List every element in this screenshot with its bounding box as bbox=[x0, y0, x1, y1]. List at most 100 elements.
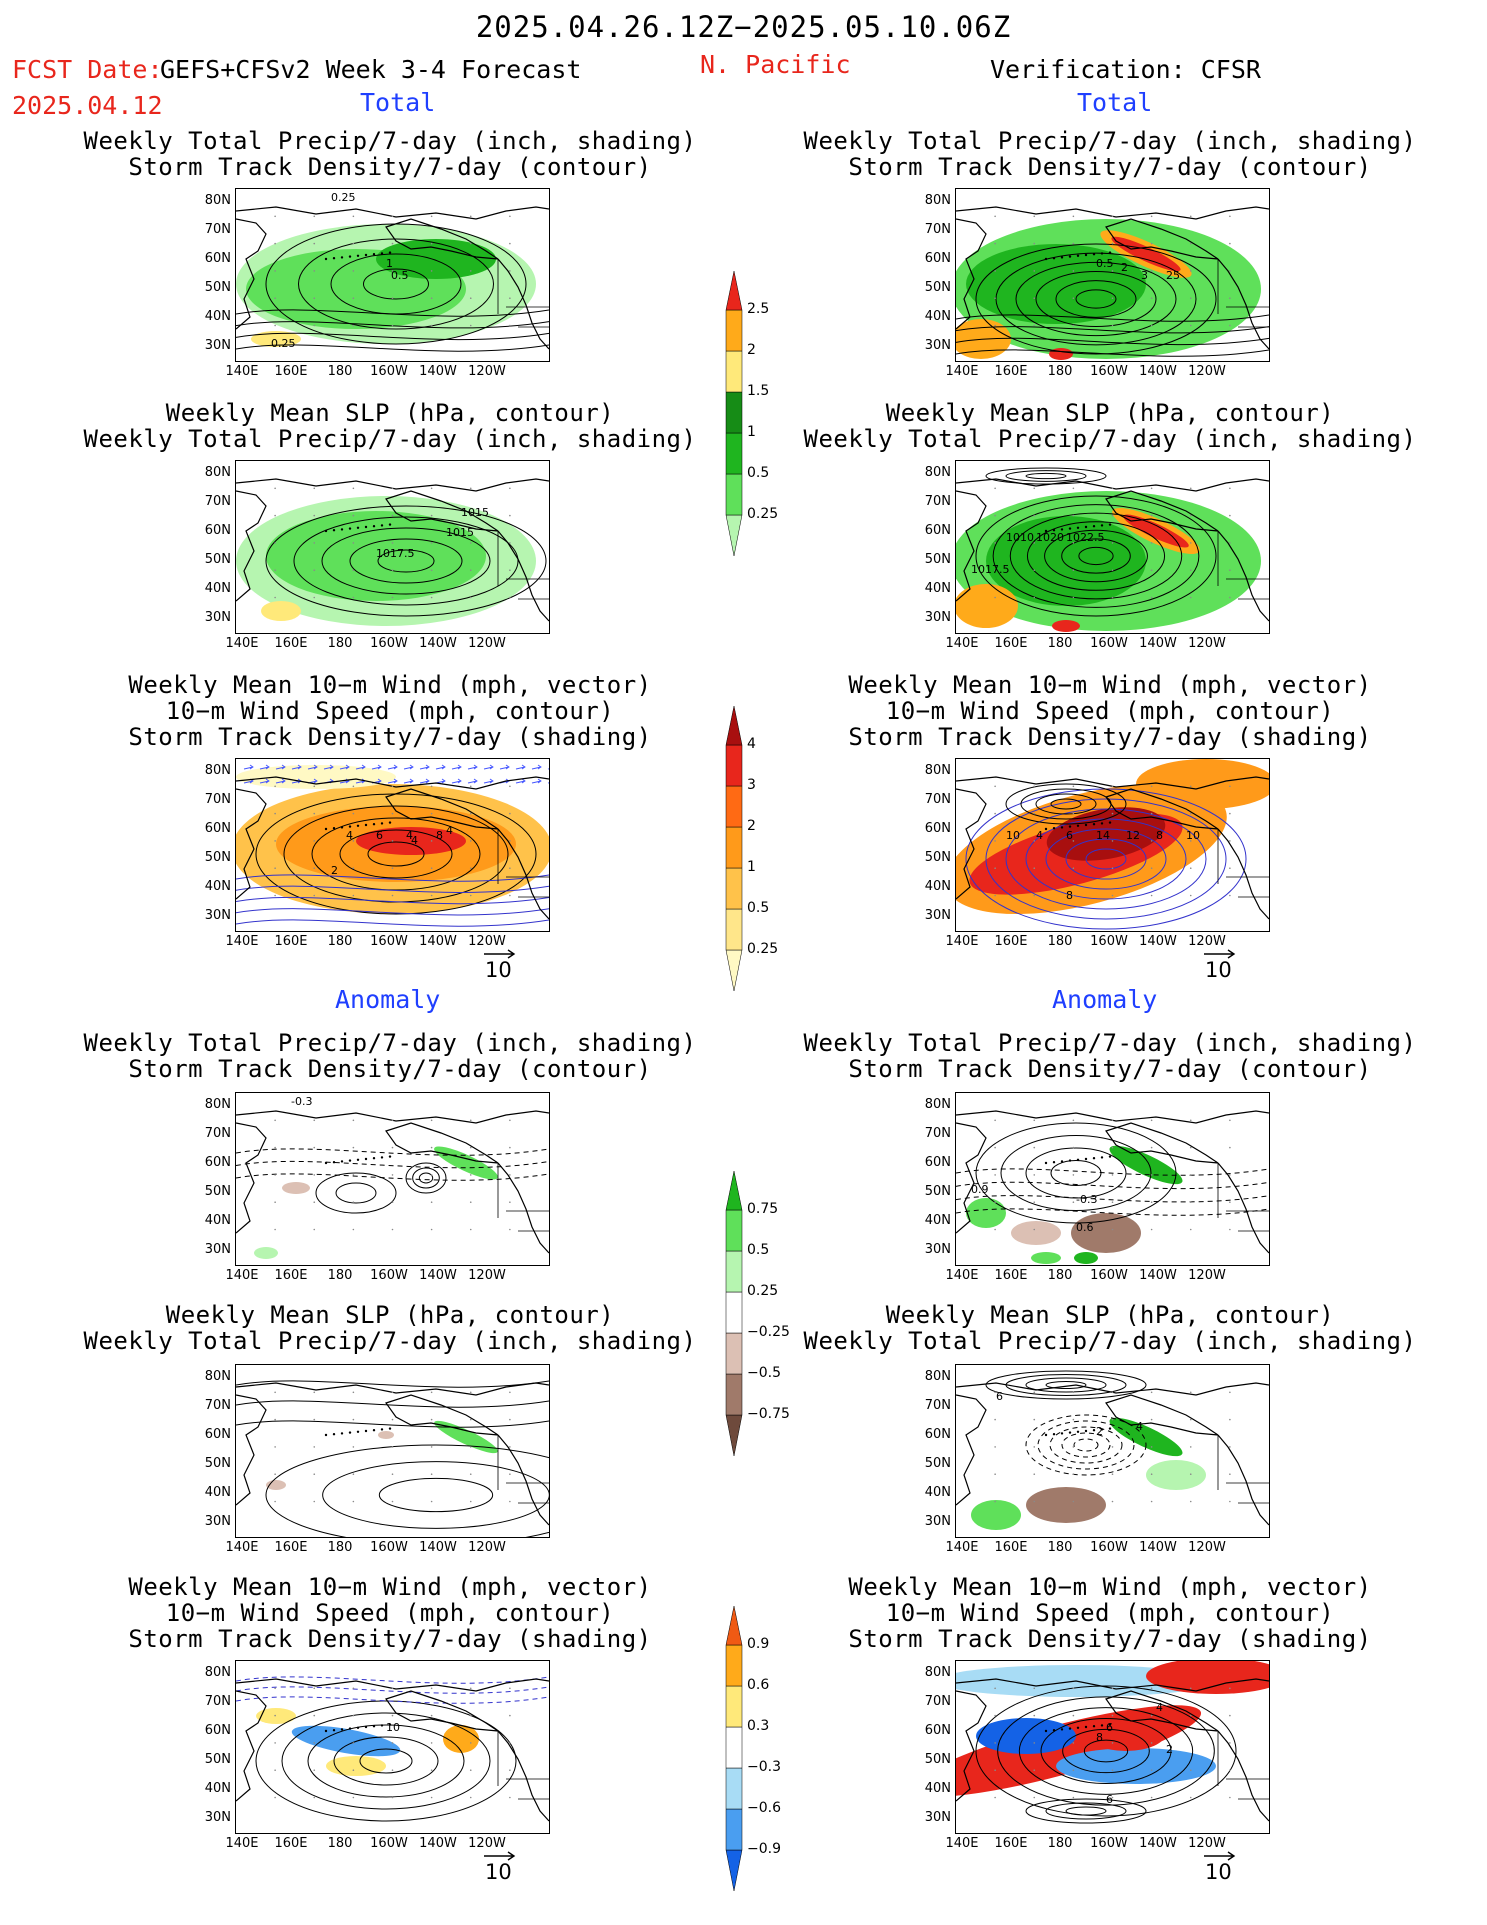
verif-total-wind_storm-map-contour-label: 6 bbox=[1066, 829, 1073, 842]
colorbar-storm_total-swatch bbox=[725, 744, 743, 787]
verif-total-slp_precip-map-contour-label: 1017.5 bbox=[971, 563, 1010, 576]
verif-total-wind_storm-map-lon-label: 160E bbox=[994, 934, 1028, 949]
verif-total-precip_storm-map-field: 23 0.5 25 bbox=[956, 206, 1269, 360]
verif-total-wind_storm-map-lon-label: 160W bbox=[1090, 934, 1128, 949]
verif-anom-slp_precip-map-lon-label: 160W bbox=[1090, 1540, 1128, 1555]
colorbar-storm_anom-swatch bbox=[725, 1849, 743, 1892]
fcst-anom-precip_storm-title-line-2: Storm Track Density/7-day (contour) bbox=[128, 1055, 652, 1083]
colorbar-precip_anom bbox=[725, 1170, 743, 1457]
colorbar-storm_total-label: 0.5 bbox=[747, 900, 770, 916]
verif-anom-slp_precip-map-contour-label: 4 bbox=[1136, 1420, 1143, 1433]
verif-total-slp_precip-map-lat-label: 60N bbox=[924, 523, 951, 538]
verif-anom-precip_storm-map-contour-label: 0.9 bbox=[971, 1183, 989, 1196]
colorbar-storm_anom-swatch bbox=[725, 1644, 743, 1687]
verif-total-precip_storm-map-lon-label: 140W bbox=[1139, 364, 1177, 379]
fcst-anom-wind_storm-map-lat-label: 60N bbox=[204, 1723, 231, 1738]
verif-anom-precip_storm-map-lat-label: 70N bbox=[924, 1126, 951, 1141]
fcst-anom-wind_storm-map-lon-label: 160E bbox=[274, 1836, 308, 1851]
colorbar-precip_total-label: 1 bbox=[747, 424, 756, 440]
period-title: 2025.04.26.12Z−2025.05.10.06Z bbox=[475, 10, 1012, 44]
verif-anom-wind_storm-map-lon-label: 140W bbox=[1139, 1836, 1177, 1851]
verif-anom-wind_storm-map-contour-label: 4 bbox=[1156, 1701, 1163, 1714]
verif-anom-wind_storm-map-lon-label: 120W bbox=[1188, 1836, 1226, 1851]
fcst-anom-slp_precip-map-lat-label: 30N bbox=[204, 1514, 231, 1529]
verif-total-precip_storm-map-lon-label: 180 bbox=[1047, 364, 1073, 379]
fcst-total-wind_storm-map-contour-label: 2 bbox=[331, 864, 338, 877]
verif-total-precip_storm-map-lat-label: 60N bbox=[924, 251, 951, 266]
fcst-anom-slp_precip-map-lat-label: 70N bbox=[204, 1398, 231, 1413]
colorbar-storm_anom-swatch bbox=[725, 1605, 743, 1646]
fcst-total-precip_storm-map-lon-label: 160W bbox=[370, 364, 408, 379]
fcst-total-precip_storm-map-lon-label: 120W bbox=[468, 364, 506, 379]
fcst-anom-wind_storm-map: 10 bbox=[235, 1660, 550, 1834]
verif-anom-wind_storm-map-lat-label: 70N bbox=[924, 1694, 951, 1709]
verif-anom-slp_precip-title-line-1: Weekly Mean SLP (hPa, contour) bbox=[885, 1301, 1335, 1329]
verif-anom-slp_precip-map-lon-label: 180 bbox=[1047, 1540, 1073, 1555]
fcst-total-precip_storm-map-lat-label: 40N bbox=[204, 309, 231, 324]
fcst-date: 2025.04.12 bbox=[12, 91, 163, 120]
colorbar-precip_anom-label: −0.25 bbox=[747, 1324, 790, 1340]
fcst-total-slp_precip-title-line-1: Weekly Mean SLP (hPa, contour) bbox=[165, 399, 615, 427]
fcst-anom-precip_storm-map: -0.3 bbox=[235, 1092, 550, 1266]
fcst-total-wind_storm-map-contour-label: 8 bbox=[436, 829, 443, 842]
colorbar-storm_anom-swatch bbox=[725, 1767, 743, 1810]
verif-total-wind_storm-map-contour-label: 4 bbox=[1036, 829, 1043, 842]
colorbar-storm_anom-swatch bbox=[725, 1726, 743, 1769]
fcst-total-slp_precip-map-lat-label: 60N bbox=[204, 523, 231, 538]
verif-anom-wind_storm-map-lon-label: 160E bbox=[994, 1836, 1028, 1851]
fcst-total-wind_storm-map-contour-label: 4 bbox=[406, 829, 413, 842]
verif-anom-precip_storm-map-lon-label: 160W bbox=[1090, 1268, 1128, 1283]
fcst-total-slp_precip-map-lat-label: 50N bbox=[204, 552, 231, 567]
fcst-anom-precip_storm-map-lat-label: 50N bbox=[204, 1184, 231, 1199]
colorbar-storm_total-swatch bbox=[725, 826, 743, 869]
colorbar-precip_anom-label: 0.75 bbox=[747, 1201, 779, 1217]
verif-anom-slp_precip-map-lat-label: 60N bbox=[924, 1427, 951, 1442]
fcst-total-wind_storm-map-lon-label: 140W bbox=[419, 934, 457, 949]
verif-total-precip_storm-map-lat-label: 30N bbox=[924, 338, 951, 353]
fcst-total-wind_storm-title-line-1: Weekly Mean 10−m Wind (mph, vector) bbox=[128, 671, 652, 699]
colorbar-precip_total-swatch bbox=[725, 391, 743, 434]
fcst-total-slp_precip-title-line-2: Weekly Total Precip/7-day (inch, shading… bbox=[83, 425, 697, 453]
section-total-right: Total bbox=[1077, 88, 1153, 117]
colorbar-precip_anom-label: 0.5 bbox=[747, 1242, 770, 1258]
verif-anom-wind_storm-map-lon-label: 160W bbox=[1090, 1836, 1128, 1851]
fcst-anom-precip_storm-map-lat-label: 70N bbox=[204, 1126, 231, 1141]
fcst-total-wind_storm-map-lat-label: 80N bbox=[204, 763, 231, 778]
verif-total-wind_storm-map-lat-label: 80N bbox=[924, 763, 951, 778]
verif-total-precip_storm-map-contour-label: 3 bbox=[1141, 269, 1148, 282]
fcst-total-precip_storm-map-lon-label: 140W bbox=[419, 364, 457, 379]
verif-total-wind_storm-map-lat-label: 50N bbox=[924, 850, 951, 865]
fcst-anom-precip_storm-map-lon-label: 160E bbox=[274, 1268, 308, 1283]
fcst-total-precip_storm-map-contour-label: 1 bbox=[386, 257, 393, 270]
verif-total-wind_storm-map-lat-label: 40N bbox=[924, 879, 951, 894]
verif-anom-slp_precip-map-contour-label: 2 bbox=[1096, 1425, 1103, 1438]
fcst-total-slp_precip-map-lon-label: 120W bbox=[468, 636, 506, 651]
fcst-total-wind_storm-map-lon-label: 140E bbox=[225, 934, 259, 949]
fcst-anom-wind_storm-title-line-2: 10−m Wind Speed (mph, contour) bbox=[165, 1599, 615, 1627]
verif-total-slp_precip-map-lon-label: 120W bbox=[1188, 636, 1226, 651]
colorbar-precip_anom-swatch bbox=[725, 1250, 743, 1293]
fcst-date-label: FCST Date: bbox=[12, 55, 163, 84]
fcst-total-precip_storm-map-contour-label: 0.25 bbox=[271, 337, 296, 350]
colorbar-storm_anom-label: 0.6 bbox=[747, 1677, 770, 1693]
verif-total-wind_storm-map-lat-label: 60N bbox=[924, 821, 951, 836]
colorbar-storm_total-label: 1 bbox=[747, 859, 756, 875]
verif-anom-precip_storm-map-lat-label: 50N bbox=[924, 1184, 951, 1199]
region-label: N. Pacific bbox=[700, 50, 851, 79]
colorbar-storm_total bbox=[725, 705, 743, 992]
fcst-total-wind_storm-map-lat-label: 50N bbox=[204, 850, 231, 865]
fcst-total-slp_precip-map-contour-label: 1015 bbox=[461, 506, 489, 519]
verif-anom-wind_storm-map-lat-label: 30N bbox=[924, 1810, 951, 1825]
colorbar-storm_total-swatch bbox=[725, 705, 743, 746]
verif-total-wind_storm-map-lon-label: 120W bbox=[1188, 934, 1226, 949]
verif-total-precip_storm-map-contour-label: 25 bbox=[1166, 269, 1180, 282]
verif-total-slp_precip-map-lon-label: 140E bbox=[945, 636, 979, 651]
verif-total-wind_storm-map-contour-label: 10 bbox=[1006, 829, 1020, 842]
colorbar-storm_anom bbox=[725, 1605, 743, 1892]
fcst-total-precip_storm-map-contour-label: 0.5 bbox=[391, 269, 409, 282]
fcst-anom-wind_storm-map-contour-label: 10 bbox=[386, 1721, 400, 1734]
colorbar-precip_anom-label: −0.75 bbox=[747, 1406, 790, 1422]
verif-anom-wind_storm-map-contour-label: 2 bbox=[1166, 1743, 1173, 1756]
colorbar-storm_total-swatch bbox=[725, 785, 743, 828]
verif-anom-slp_precip-map-lon-label: 160E bbox=[994, 1540, 1028, 1555]
